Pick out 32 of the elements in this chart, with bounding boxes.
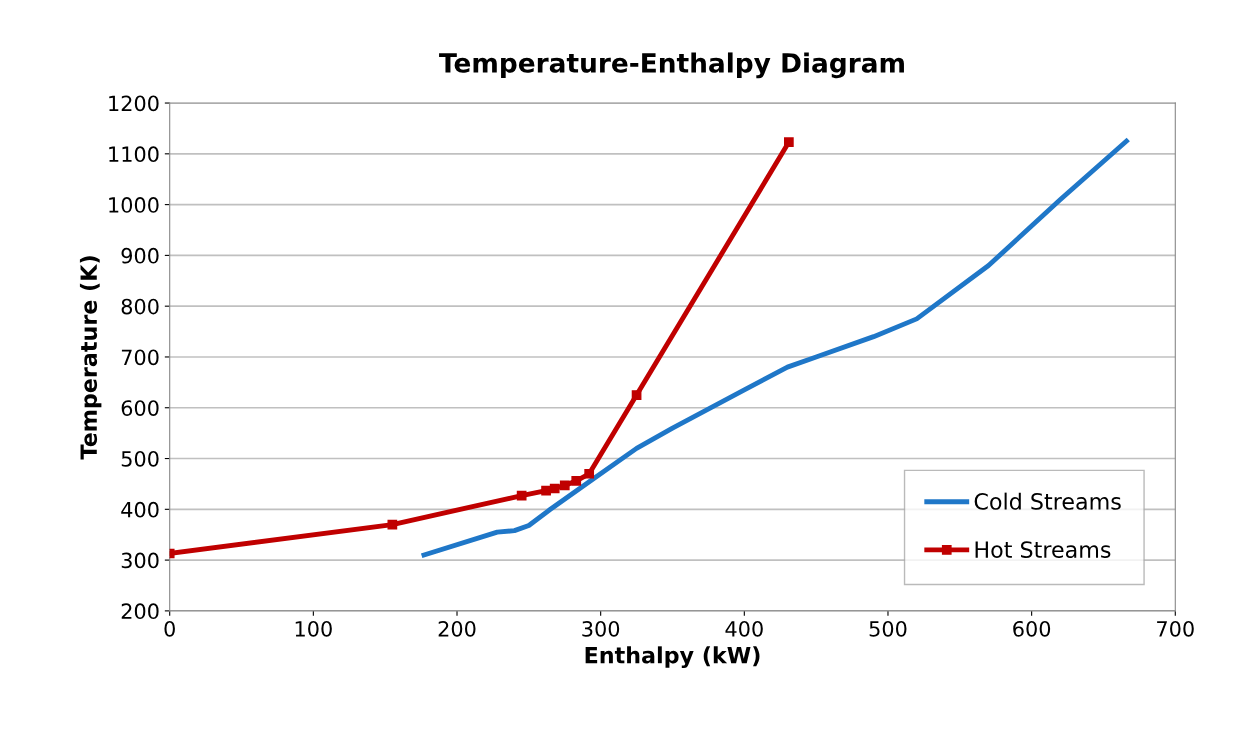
- point: [631, 390, 642, 400]
- x-tick-label: 300: [582, 620, 620, 637]
- point: [783, 137, 794, 148]
- point: [516, 490, 527, 501]
- point: [571, 476, 582, 486]
- point: [549, 483, 560, 494]
- x-axis-title: Enthalpy (kW): [585, 646, 760, 668]
- point: [584, 468, 595, 479]
- chart-title: Temperature-Enthalpy Diagram: [439, 52, 904, 79]
- x-tick-label: 700: [1157, 620, 1194, 637]
- y-axis-title: Temperature (K): [79, 256, 102, 460]
- y-tick-label: 800: [121, 298, 159, 315]
- line-series: [421, 138, 1129, 558]
- x-tick-label: 600: [1013, 620, 1051, 637]
- y-tick-label: 900: [121, 247, 159, 264]
- y-tick-label: 700: [121, 349, 159, 366]
- y-tick-label: 600: [121, 400, 159, 416]
- y-tick-label: 500: [121, 450, 159, 467]
- x-tick-label: 200: [438, 620, 476, 637]
- x-tick-label: 0: [164, 620, 175, 637]
- y-tick-label: 200: [121, 603, 159, 620]
- x-tick-label: 100: [295, 620, 332, 637]
- y-tick-label: 300: [121, 552, 159, 569]
- y-tick-label: 1000: [109, 197, 159, 213]
- x-tick-label: 500: [869, 620, 907, 637]
- y-tick-label: 1100: [109, 146, 159, 163]
- legend-label: Hot Streams: [975, 541, 1111, 559]
- point: [559, 480, 570, 491]
- y-tick-label: 1200: [109, 95, 159, 112]
- y-tick-label: 400: [121, 501, 159, 518]
- legend-label: Cold Streams: [974, 492, 1121, 510]
- x-tick-label: 400: [725, 620, 763, 637]
